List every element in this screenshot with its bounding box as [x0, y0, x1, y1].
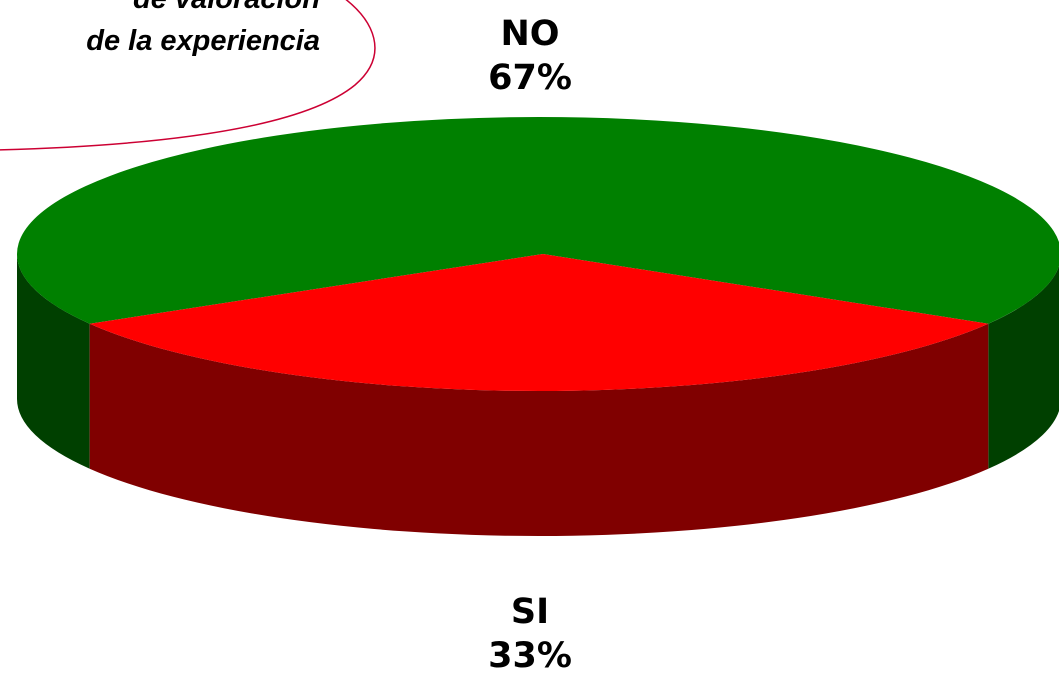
slice-label-si: SI 33%	[430, 590, 630, 678]
callout-text-line2: de la experiencia	[86, 25, 320, 57]
slice-si-top	[89, 254, 989, 391]
pie-slices	[16, 117, 1059, 536]
slice-label-no-percent: 67%	[488, 58, 572, 98]
slice-no-top	[17, 117, 1059, 324]
slice-label-no: NO 67%	[430, 12, 630, 100]
slice-label-si-name: SI	[510, 592, 550, 632]
slice-no-side-left	[16, 254, 90, 469]
slice-label-si-percent: 33%	[488, 636, 572, 676]
slice-si-side	[89, 323, 989, 536]
slice-no-side-right	[988, 265, 1059, 469]
slice-label-no-name: NO	[500, 14, 560, 54]
callout-bubble	[0, 0, 376, 151]
callout-text-line1: de valoración	[0, 0, 320, 16]
